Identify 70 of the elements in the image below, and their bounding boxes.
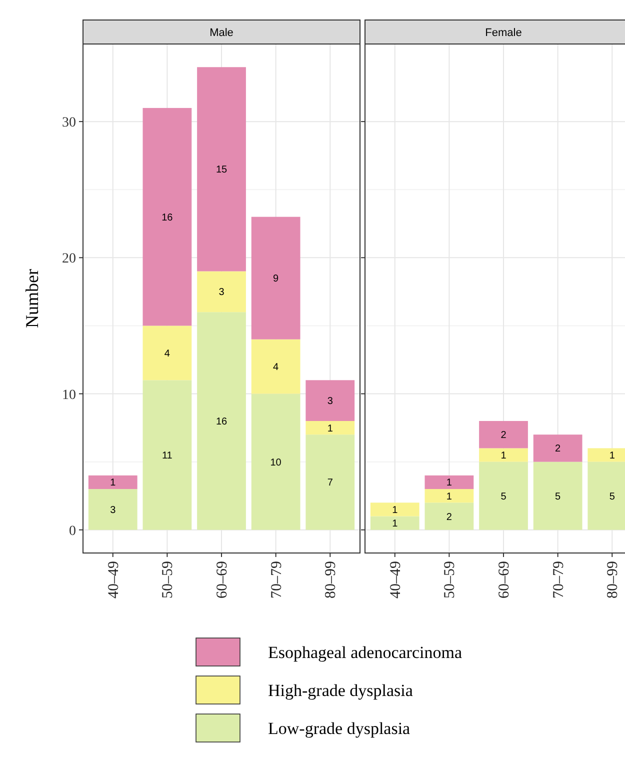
bar: [424, 489, 474, 503]
x-tick-label: 60–69: [214, 561, 230, 598]
data-label: 5: [609, 491, 616, 502]
bar: [424, 475, 474, 490]
data-label: 1: [500, 450, 507, 462]
bar: [197, 271, 246, 312]
x-tick-label: 50–59: [160, 561, 176, 598]
x-tick-label: 50–59: [442, 561, 458, 598]
x-tick-label: 70–79: [268, 561, 285, 598]
data-label: 5: [555, 491, 562, 502]
bar: [306, 434, 355, 530]
data-label: 1: [392, 518, 398, 530]
data-label: 16: [162, 212, 174, 224]
bar: [306, 420, 355, 435]
data-label: 16: [216, 416, 228, 428]
data-label: 7: [327, 478, 334, 489]
y-tick-label: 20: [62, 252, 76, 267]
data-label: 1: [327, 423, 334, 434]
legend-label: Low-grade dysplasia: [268, 719, 411, 738]
bar: [251, 216, 300, 340]
x-tick-label: 40–49: [106, 561, 122, 598]
bar: [251, 394, 300, 530]
data-label: 3: [110, 504, 116, 516]
legend-label: Esophageal adenocarcinoma: [268, 643, 462, 662]
bar: [370, 502, 420, 516]
x-tick-label: 40–49: [388, 561, 404, 598]
bar: [142, 108, 192, 326]
bar: [479, 448, 528, 462]
data-label: 2: [500, 430, 507, 442]
data-label: 1: [110, 478, 116, 489]
bar: [197, 67, 246, 272]
data-label: 11: [162, 450, 173, 462]
data-label: 10: [270, 457, 282, 468]
x-tick-label: 80–99: [323, 561, 340, 598]
data-label: 4: [273, 362, 280, 374]
bar: [306, 380, 355, 421]
bar: [251, 339, 300, 394]
data-label: 1: [609, 450, 616, 462]
bar: [533, 434, 582, 462]
data-label: 3: [327, 396, 334, 408]
data-label: 1: [446, 491, 452, 502]
x-tick-label: 60–69: [496, 561, 512, 598]
y-tick-label: 30: [62, 116, 76, 131]
x-tick-label: 70–79: [550, 561, 567, 598]
y-tick-label: 0: [69, 524, 76, 539]
data-label: 15: [216, 164, 228, 176]
data-label: 2: [555, 444, 562, 455]
data-label: 1: [446, 478, 452, 489]
legend-label: High-grade dysplasia: [268, 681, 414, 700]
x-tick-label: 80–99: [605, 561, 622, 598]
bar: [479, 420, 528, 448]
bar: [142, 326, 192, 380]
bar: [479, 462, 528, 530]
bar: [88, 489, 138, 530]
data-label: 5: [500, 491, 507, 502]
data-label: 4: [164, 348, 170, 360]
chart-title: Male: [210, 27, 234, 39]
data-label: 1: [392, 504, 398, 516]
y-tick-label: 10: [62, 388, 76, 403]
data-label: 2: [446, 512, 452, 523]
data-label: 9: [273, 274, 280, 285]
bar: [370, 516, 420, 530]
data-label: 3: [218, 287, 225, 298]
bar: [533, 462, 582, 530]
bar: [88, 475, 138, 490]
chart-title: Female: [485, 27, 522, 39]
y-axis-title: Number: [22, 269, 42, 328]
bar: [197, 312, 246, 530]
bar: [142, 380, 192, 530]
bar: [424, 502, 474, 530]
